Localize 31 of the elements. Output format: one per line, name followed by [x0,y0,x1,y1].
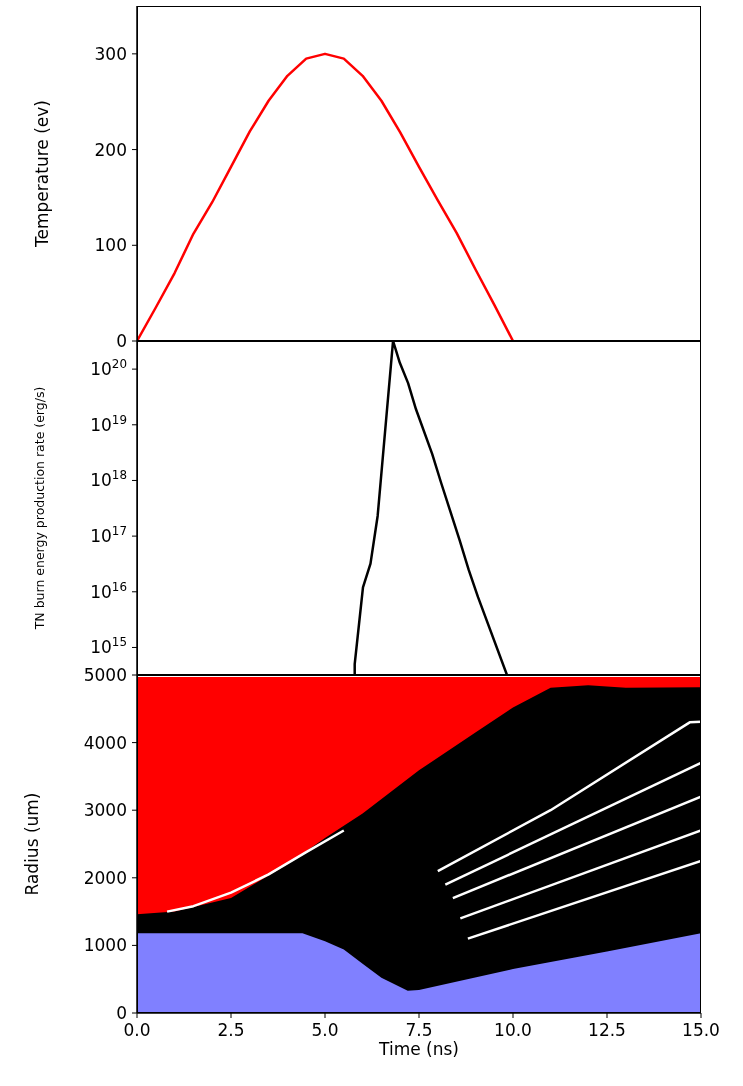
y-tick-label: 300 [94,43,127,64]
x-tick-label: 10.0 [494,1020,532,1040]
line-series [165,829,346,913]
x-tick-label: 2.5 [217,1020,245,1040]
y-tick-label: 3000 [83,800,127,821]
y-tick-label: 10$^{15}$ [90,635,127,658]
y-tick-label: 10$^{18}$ [90,468,127,491]
y-tick-label: 0 [116,1003,127,1023]
line-series [137,52,515,341]
x-tick-label: 12.5 [588,1020,626,1040]
x-tick-label: 0.0 [123,1020,151,1040]
y-axis-title: Temperature (ev) [32,100,52,248]
y-tick-label: 10$^{20}$ [90,357,127,380]
x-axis-title: Time (ns) [378,1039,460,1059]
y-tick-label: 0 [116,331,127,351]
y-tick-label: 2000 [83,867,127,888]
x-tick-label: 5.0 [311,1020,339,1040]
x-tick-label: 7.5 [405,1020,433,1040]
line-series [436,720,701,873]
y-tick-label: 10$^{17}$ [90,524,127,547]
y-tick-label: 1000 [83,935,127,956]
y-axis-title: TN burn energy production rate (erg/s) [32,386,47,631]
x-tick-label: 15.0 [682,1020,720,1040]
y-tick-label: 10$^{16}$ [90,579,127,602]
line-series [353,341,509,675]
y-tick-label: 10$^{19}$ [90,412,127,435]
y-tick-label: 200 [94,139,127,160]
y-tick-label: 100 [94,235,127,256]
y-tick-label: 5000 [83,665,127,685]
y-tick-label: 4000 [83,732,127,753]
y-axis-title: Radius (um) [22,792,42,896]
